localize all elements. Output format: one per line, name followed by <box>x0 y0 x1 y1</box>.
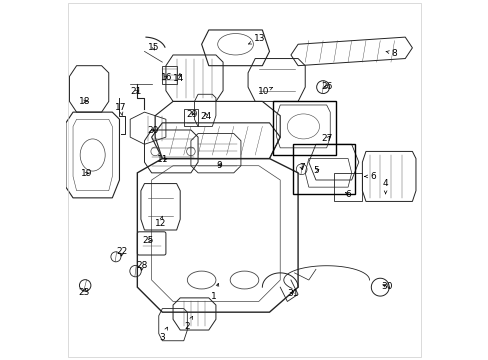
Text: 26: 26 <box>321 82 332 91</box>
Text: 9: 9 <box>216 161 222 170</box>
Text: 31: 31 <box>286 289 298 298</box>
Text: 12: 12 <box>155 216 166 228</box>
Text: 5: 5 <box>312 166 318 175</box>
Text: 16: 16 <box>161 73 172 82</box>
Text: 6: 6 <box>345 190 350 199</box>
Text: 7: 7 <box>298 163 304 172</box>
Text: 24: 24 <box>200 112 211 121</box>
Text: 10: 10 <box>258 87 272 96</box>
Text: 21: 21 <box>130 87 142 96</box>
Text: 19: 19 <box>81 169 92 178</box>
Text: 17: 17 <box>115 103 126 115</box>
Text: 2: 2 <box>184 316 192 331</box>
Text: 28: 28 <box>136 261 147 270</box>
Text: 8: 8 <box>385 49 397 58</box>
Text: 22: 22 <box>117 247 128 256</box>
Text: 18: 18 <box>79 97 90 106</box>
Text: 11: 11 <box>156 155 168 164</box>
Text: 20: 20 <box>147 126 158 135</box>
Text: 29: 29 <box>186 110 198 119</box>
Text: 25: 25 <box>142 236 153 245</box>
Bar <box>292 144 354 194</box>
Text: 15: 15 <box>147 42 159 51</box>
Text: 4: 4 <box>382 179 387 194</box>
Text: 3: 3 <box>159 327 167 342</box>
Text: 30: 30 <box>381 282 392 291</box>
Text: 14: 14 <box>173 73 184 83</box>
Text: 1: 1 <box>211 283 218 301</box>
Bar <box>272 102 335 155</box>
Text: 6: 6 <box>364 172 375 181</box>
Text: 13: 13 <box>248 35 265 44</box>
Text: 27: 27 <box>321 134 332 143</box>
Text: 23: 23 <box>79 288 90 297</box>
